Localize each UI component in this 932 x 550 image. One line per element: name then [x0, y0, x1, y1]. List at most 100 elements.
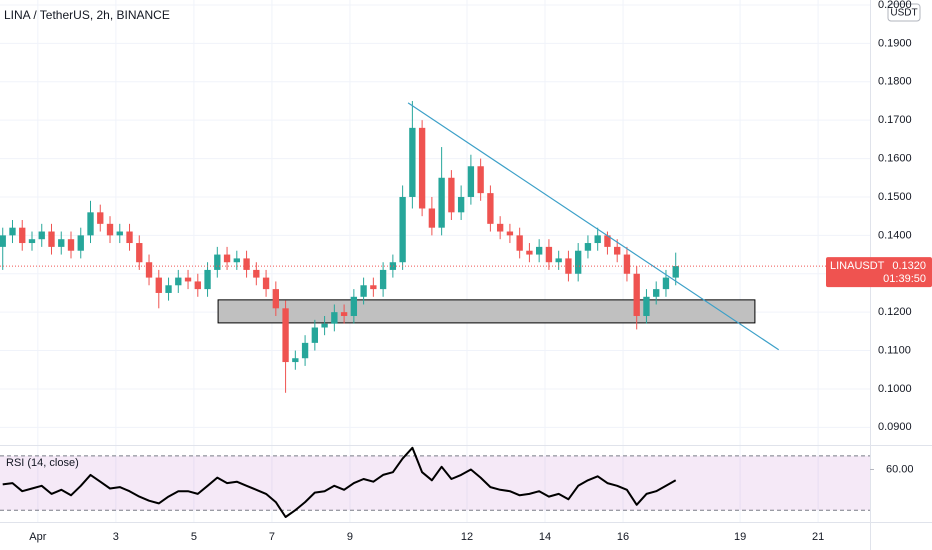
candle-body [87, 212, 94, 236]
last-price-box [826, 257, 932, 288]
candle-body [575, 250, 582, 274]
candle-body [48, 231, 55, 247]
candle-body [438, 177, 445, 228]
y-tick-label: 0.1700 [878, 114, 912, 126]
candle-body [292, 358, 299, 363]
x-tick-label: 19 [734, 531, 746, 543]
candle-body [496, 223, 504, 232]
candle-body [526, 250, 533, 255]
candle-body [467, 166, 475, 197]
candle-body [662, 277, 670, 290]
candle-body [370, 285, 377, 290]
y-tick-label: 0.1100 [878, 344, 911, 356]
candle-body [58, 239, 65, 247]
candle-body [116, 231, 123, 236]
candle-body [428, 208, 436, 228]
candle-body [145, 262, 153, 278]
candle-body [379, 269, 387, 290]
candle-body [301, 342, 309, 359]
currency-box[interactable] [887, 3, 921, 22]
candle-body [184, 277, 192, 282]
candle-body [604, 235, 611, 247]
candle-body [506, 231, 514, 236]
x-tick-label: 16 [617, 531, 629, 543]
candle-body [28, 239, 36, 244]
candle-body [633, 273, 640, 316]
y-tick-label: 0.0900 [878, 421, 912, 433]
x-tick-label: 5 [191, 531, 197, 543]
x-tick-label: 3 [113, 531, 119, 543]
y-tick-label: 0.1400 [878, 229, 912, 241]
candle-body [194, 281, 201, 290]
candle-body [321, 323, 328, 328]
rsi-band [0, 455, 870, 511]
support-zone [217, 299, 756, 324]
y-tick-label: 0.1500 [878, 191, 912, 203]
candle-body [555, 258, 562, 263]
candle-body [418, 127, 426, 209]
candle-body [19, 227, 26, 244]
countdown-label: 01:39:50 [883, 273, 926, 285]
rsi-label: RSI (14, close) [6, 457, 79, 469]
x-tick-label: 9 [347, 531, 353, 543]
candle-body [243, 258, 250, 270]
currency[interactable]: USDT [890, 8, 917, 19]
candle-body [535, 246, 543, 255]
candle-body [457, 196, 465, 213]
candle-body [672, 266, 679, 278]
candle-body [545, 246, 553, 263]
x-tick-label: Apr [29, 531, 46, 543]
x-tick-label: 7 [269, 531, 275, 543]
candle-body [487, 193, 494, 224]
y-tick-label: 0.1200 [878, 306, 912, 318]
candle-body [623, 254, 631, 274]
candle-body [155, 277, 162, 293]
trendline [407, 102, 780, 351]
candle-body [340, 312, 348, 316]
candle-body [614, 246, 621, 255]
candle-body [350, 296, 358, 316]
candle-body [282, 308, 289, 363]
chart-title: LINA / TetherUS, 2h, BINANCE [4, 8, 170, 22]
candle-body [594, 235, 601, 244]
candle-body [360, 285, 367, 297]
x-tick-label: 21 [812, 531, 824, 543]
candle-body [399, 196, 406, 263]
last-price-label: 0.1320 [892, 260, 926, 272]
candle-body [204, 269, 211, 290]
candle-body [165, 285, 172, 293]
candle-body [516, 235, 523, 251]
candle-body [0, 235, 6, 247]
candle-body [214, 254, 221, 270]
candle-body [311, 327, 319, 343]
candle-body [409, 127, 416, 197]
y-tick-label: 0.1900 [878, 37, 912, 49]
candle-body [584, 243, 592, 251]
candle-body [9, 227, 16, 236]
candle-body [331, 312, 338, 324]
y-tick-label: 0.1800 [878, 76, 912, 88]
x-tick-label: 12 [461, 531, 473, 543]
candle-body [106, 223, 114, 236]
candle-body [38, 231, 45, 240]
x-tick-label: 14 [539, 531, 551, 543]
candle-body [253, 269, 260, 278]
y-tick-label: 0.1600 [878, 152, 912, 164]
candle-body [653, 289, 660, 297]
candle-body [233, 258, 240, 263]
candle-body [389, 262, 397, 270]
candle-body [223, 254, 231, 263]
rsi-line [2, 446, 677, 518]
grid [0, 0, 870, 522]
candle-body [272, 289, 279, 309]
candle-body [448, 177, 455, 213]
candle-body [565, 258, 572, 274]
candle-body [126, 231, 133, 244]
price-pane [0, 100, 870, 393]
y-tick-label: 0.2000 [878, 0, 912, 11]
candle-body [643, 296, 650, 316]
candle-body [477, 166, 484, 194]
candle-body [97, 212, 104, 224]
rsi-tick-label: 60.00 [886, 463, 914, 475]
